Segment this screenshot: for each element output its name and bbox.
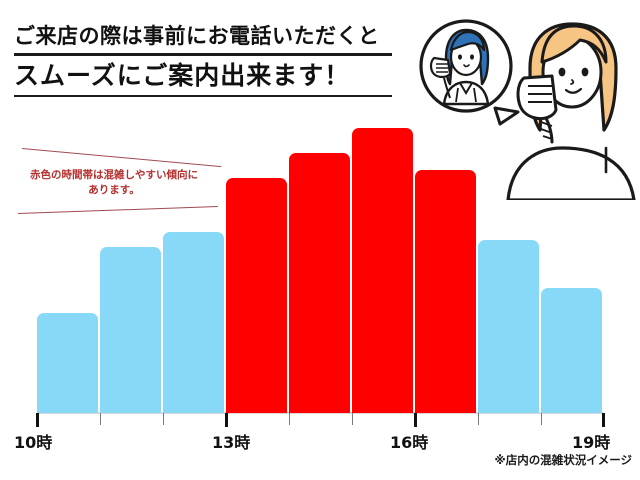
annotation-line-top bbox=[21, 148, 222, 168]
chart-tick-minor bbox=[351, 413, 353, 425]
headline-divider-bottom bbox=[14, 95, 392, 97]
phone-handset-icon bbox=[544, 116, 554, 144]
headline-line-2: スムーズにご案内出来ます！ bbox=[14, 61, 351, 90]
speech-bubble-tail-icon bbox=[493, 106, 520, 126]
chart-bar-15時 bbox=[352, 128, 413, 413]
customer-hand-icon bbox=[516, 74, 558, 120]
chart-tick-major bbox=[224, 413, 228, 427]
chart-bar-17時 bbox=[478, 240, 539, 413]
chart-bar-11時 bbox=[100, 247, 161, 413]
customer-eye-left-icon bbox=[558, 67, 566, 77]
customer-body-icon bbox=[506, 146, 636, 202]
headline-block: ご来店の際は事前にお電話いただくと スムーズにご案内出来ます！ bbox=[14, 22, 404, 101]
annotation-line-bottom bbox=[17, 206, 218, 214]
chart-tick-minor bbox=[99, 413, 101, 425]
customer-eye-right-icon bbox=[581, 67, 589, 77]
chart-tick-label: 19時 bbox=[572, 433, 611, 452]
chart-bar-13時 bbox=[226, 178, 287, 413]
headline-divider-top bbox=[14, 53, 392, 56]
chart-bar-18時 bbox=[541, 288, 602, 413]
phone-illustration-svg bbox=[419, 19, 636, 202]
chart-bar-16時 bbox=[415, 170, 476, 413]
customer-figure-icon bbox=[506, 22, 636, 202]
chart-tick-major bbox=[413, 413, 417, 427]
chart-tick-minor bbox=[288, 413, 290, 425]
chart-tick-major bbox=[35, 413, 39, 427]
chart-bar-14時 bbox=[289, 153, 350, 413]
annotation-text-line-1: 赤色の時間帯は混雑しやすい傾向に bbox=[30, 169, 198, 181]
chart-tick-label: 13時 bbox=[212, 433, 251, 452]
chart-caption: ※店内の混雑状況イメージ bbox=[494, 453, 632, 467]
chart-bar-10時 bbox=[37, 313, 98, 413]
chart-tick-label: 16時 bbox=[390, 433, 429, 452]
chart-tick-minor bbox=[477, 413, 479, 425]
staff-phone-cord-icon bbox=[443, 77, 451, 99]
chart-bar-12時 bbox=[163, 232, 224, 413]
annotation-text-line-2: あります。 bbox=[88, 184, 140, 196]
chart-tick-minor bbox=[162, 413, 164, 425]
headline-line-1: ご来店の際は事前にお電話いただくと bbox=[14, 24, 380, 48]
customer-mouth-icon bbox=[564, 87, 583, 94]
chart-tick-minor bbox=[540, 413, 542, 425]
phone-illustration bbox=[400, 0, 640, 202]
staff-figure-icon bbox=[429, 28, 490, 106]
chart-tick-major bbox=[601, 413, 605, 427]
annotation-note: 赤色の時間帯は混雑しやすい傾向に あります。 bbox=[10, 168, 218, 198]
chart-tick-label: 10時 bbox=[14, 433, 53, 452]
